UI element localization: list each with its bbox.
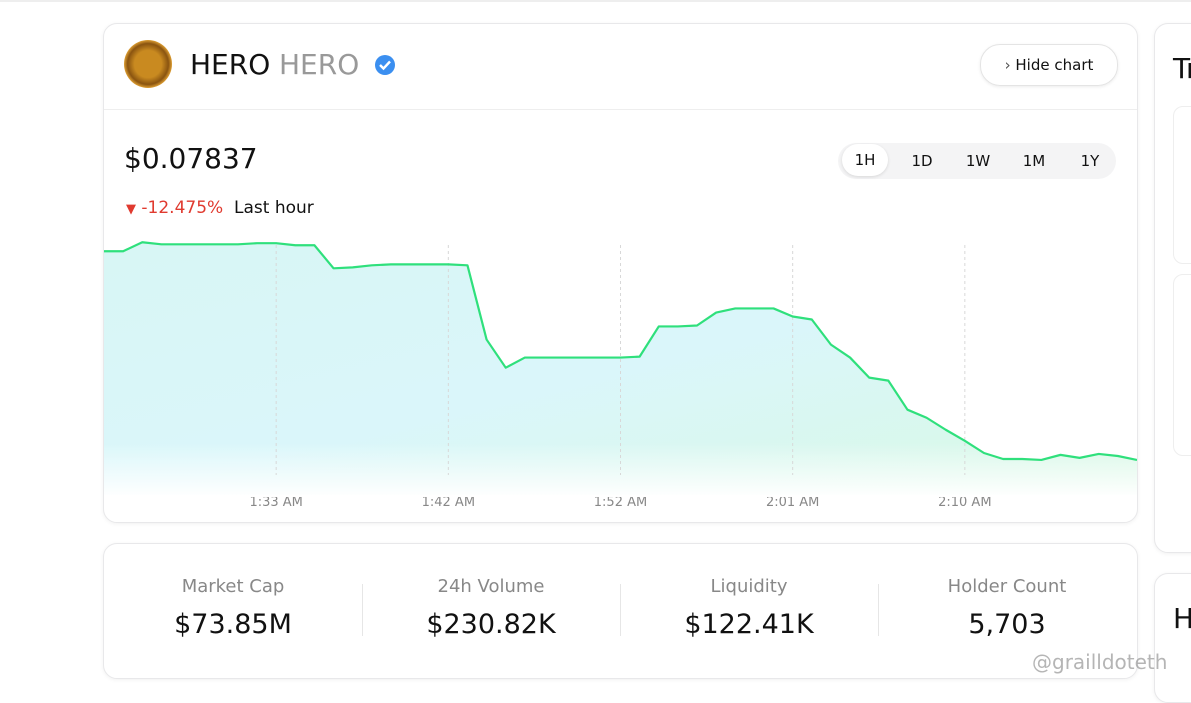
hide-chart-button[interactable]: › Hide chart	[980, 44, 1118, 86]
change-period: Last hour	[234, 198, 314, 218]
down-arrow: ▼	[126, 202, 136, 217]
watermark: @grailldoteth	[1032, 650, 1168, 674]
side-panel	[1173, 106, 1191, 264]
stats-card: Market Cap $73.85M 24h Volume $230.82K Liqui…	[103, 543, 1138, 679]
stat-separator	[878, 584, 879, 636]
stat-label: Liquidity	[710, 576, 788, 597]
timeframe-selector: 1H 1D 1W 1M 1Y	[838, 143, 1116, 179]
side-title: H	[1173, 602, 1191, 635]
side-panel	[1173, 274, 1191, 456]
timeframe-button[interactable]: 1W	[965, 152, 991, 170]
hide-chart-label: Hide chart	[1015, 56, 1094, 74]
chevron: ›	[1004, 56, 1016, 74]
stat-label: 24h Volume	[437, 576, 545, 597]
verified-badge	[375, 55, 395, 75]
price-line	[104, 241, 1137, 462]
price: $0.07837	[124, 142, 258, 175]
side-title: Tr	[1173, 52, 1191, 85]
stat: Market Cap $73.85M	[104, 544, 362, 640]
token-icon	[124, 40, 172, 88]
timeframe-button[interactable]: 1H	[842, 144, 888, 176]
x-tick-label: 2:10 AM	[938, 495, 991, 510]
timeframe-button[interactable]: 1Y	[1080, 152, 1100, 170]
stat-separator	[362, 584, 363, 636]
side-card: Tr	[1154, 23, 1191, 553]
token-symbol: HERO	[279, 48, 360, 81]
stat-value: 5,703	[968, 609, 1046, 640]
change: -12.475%	[141, 198, 224, 218]
x-tick-label: 1:52 AM	[594, 495, 647, 510]
change-row: ▼ -12.475% Last hour	[126, 198, 314, 218]
stat-label: Market Cap	[181, 576, 285, 597]
price-chart: 1:33 AM 1:42 AM 1:52 AM 2:01 AM 2:10 AM	[104, 225, 1137, 510]
top-divider	[0, 0, 1191, 2]
side-card: H	[1154, 573, 1191, 703]
chart-card: HERO HERO › Hide chart $0.07837 ▼ -12.47…	[103, 23, 1138, 523]
stat-value: $122.41K	[684, 609, 814, 640]
timeframe-button[interactable]: 1D	[911, 152, 933, 170]
stat-label: Holder Count	[947, 576, 1067, 597]
token-name: HERO	[190, 48, 271, 81]
stat-value: $230.82K	[426, 609, 556, 640]
stat-value: $73.85M	[174, 609, 292, 640]
stat-separator	[620, 584, 621, 636]
header-divider	[104, 109, 1137, 110]
stat: Holder Count 5,703	[878, 544, 1136, 640]
x-tick-label: 1:33 AM	[249, 495, 302, 510]
x-tick-label: 2:01 AM	[766, 495, 819, 510]
stat: 24h Volume $230.82K	[362, 544, 620, 640]
stat: Liquidity $122.41K	[620, 544, 878, 640]
timeframe-button[interactable]: 1M	[1022, 152, 1046, 170]
x-tick-label: 1:42 AM	[422, 495, 475, 510]
